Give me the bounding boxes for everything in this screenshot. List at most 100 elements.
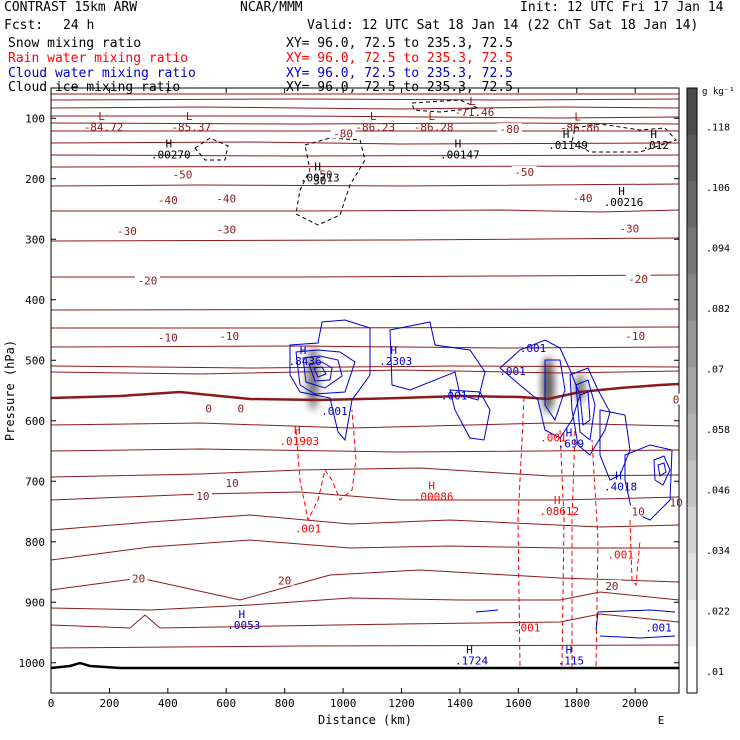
extrema-labels: L-84.72L-85.37L-86.23L-86.28L-71.46 L-86.… — [84, 95, 669, 668]
label-bg — [616, 222, 642, 234]
colorbar: .118 .106 .094 .082 .07 .058 .046 .034 .022 .01 g … — [686, 87, 735, 694]
forecast-hours: 24 h — [63, 18, 95, 33]
y-axis-label: Pressure (hPa) — [3, 340, 17, 441]
isotherm-label: 10 — [225, 477, 238, 490]
colorbar-tick-label: .022 — [706, 607, 730, 618]
isotherm-label: -20 — [628, 273, 648, 286]
extremum-marker: H — [566, 644, 573, 657]
extremum-value: .699 — [558, 437, 585, 450]
isotherm — [51, 539, 679, 561]
label-bg — [235, 402, 247, 414]
ice-contour — [194, 137, 229, 161]
isotherm-label: -10 — [625, 330, 645, 343]
east-label: E — [658, 714, 665, 727]
isotherm — [51, 644, 679, 649]
rain-contour — [571, 429, 576, 668]
cloud-contour — [653, 455, 671, 486]
extremum-marker: H — [554, 494, 561, 507]
isotherm-label: 10 — [196, 490, 209, 503]
cloud-contour — [289, 319, 371, 442]
cloud-contour — [499, 339, 581, 439]
colorbar-swatch — [687, 181, 697, 229]
isotherm — [51, 514, 679, 531]
isotherm-label: -50 — [514, 166, 534, 179]
contour-label: .001 — [514, 622, 541, 635]
model-name: CONTRAST 15km ARW — [4, 0, 138, 15]
x-axis-label: Distance (km) — [318, 713, 412, 727]
isotherm-label: -80 — [500, 123, 520, 136]
isotherm — [51, 345, 679, 349]
isotherm-label: 20 — [278, 574, 291, 587]
organization-name: NCAR/MMM — [240, 0, 303, 15]
rain-contours — [295, 397, 641, 668]
cloud-contour — [389, 321, 486, 401]
colorbar-swatch — [687, 274, 697, 322]
extremum-marker: H — [294, 424, 301, 437]
y-tick-label: 900 — [25, 596, 45, 609]
init-time: Init: 12 UTC Fri 17 Jan 14 — [520, 0, 724, 15]
freezing-level — [51, 382, 679, 402]
isotherm-label: 0 — [673, 394, 680, 407]
contour-label: .001 — [645, 622, 672, 635]
extremum-marker: L — [574, 111, 581, 124]
extremum-marker: H — [314, 160, 321, 173]
plot-frame — [50, 87, 680, 694]
y-tick-label: 100 — [25, 112, 45, 125]
extremum-value: .8436 — [289, 355, 322, 368]
extremum-marker: H — [428, 480, 435, 493]
label-bg — [193, 489, 212, 501]
isotherm-label: 20 — [605, 580, 618, 593]
extremum-marker: H — [455, 137, 462, 150]
extremum-value: -86.28 — [414, 121, 454, 134]
cloud-contour — [657, 462, 667, 477]
colorbar-tick-label: .106 — [706, 183, 730, 194]
x-tick-label: 800 — [275, 697, 295, 710]
extremum-value: .1724 — [455, 655, 488, 668]
x-tick-label: 600 — [216, 697, 236, 710]
colorbar-frame — [686, 87, 698, 694]
extremum-marker: L — [186, 110, 193, 123]
x-tick-label: 1200 — [388, 697, 415, 710]
colorbar-unit: g kg⁻¹ — [702, 87, 735, 97]
extremum-marker: H — [300, 344, 307, 357]
isotherm — [51, 183, 679, 187]
colorbar-tick-label: .07 — [706, 365, 724, 376]
colorbar-swatch — [687, 599, 697, 647]
xy-rain: XY= 96.0, 72.5 to 235.3, 72.5 — [286, 51, 513, 66]
isotherm-label: -10 — [158, 331, 178, 344]
extremum-marker: L — [469, 95, 476, 108]
isotherm-label: -30 — [619, 222, 639, 235]
isotherm — [51, 613, 679, 629]
x-tick-label: 1400 — [447, 697, 474, 710]
xy-cloud-water: XY= 96.0, 72.5 to 235.3, 72.5 — [286, 66, 513, 81]
x-tick-label: 2000 — [622, 697, 649, 710]
label-bg — [155, 193, 181, 205]
isotherm-label: 0 — [238, 403, 245, 416]
isotherm — [51, 365, 679, 369]
contour-label: .001 — [540, 432, 567, 445]
forecast-label: Fcst: — [4, 18, 44, 33]
rain-contour — [295, 409, 357, 522]
extremum-value: .01149 — [548, 139, 588, 152]
contour-label: .001 — [607, 548, 634, 561]
isotherm-label: -10 — [219, 330, 239, 343]
temperature-labels: -80 -80 -50 -50 -50 -40 -40 -40 -30 -30 -30 -20 -20 -… — [114, 123, 682, 593]
colorbar-swatch — [687, 553, 697, 601]
rain-contour — [517, 397, 525, 667]
cloud-contour — [295, 349, 356, 395]
extremum-value: .00713 — [300, 171, 340, 184]
extremum-marker: H — [466, 644, 473, 657]
isotherm-label: 20 — [132, 573, 145, 586]
x-tick-label: 1000 — [330, 697, 357, 710]
colorbar-swatch — [687, 646, 697, 694]
label-bg — [622, 330, 648, 342]
cloud-contour — [544, 359, 566, 422]
label-bg — [310, 168, 336, 180]
cloud-contour — [313, 366, 327, 378]
isotherm — [51, 591, 679, 611]
label-bg — [129, 572, 148, 584]
label-bg — [169, 168, 195, 180]
contour-label: .001 — [295, 522, 322, 535]
label-bg — [213, 192, 239, 204]
cloud-contour — [599, 409, 631, 481]
